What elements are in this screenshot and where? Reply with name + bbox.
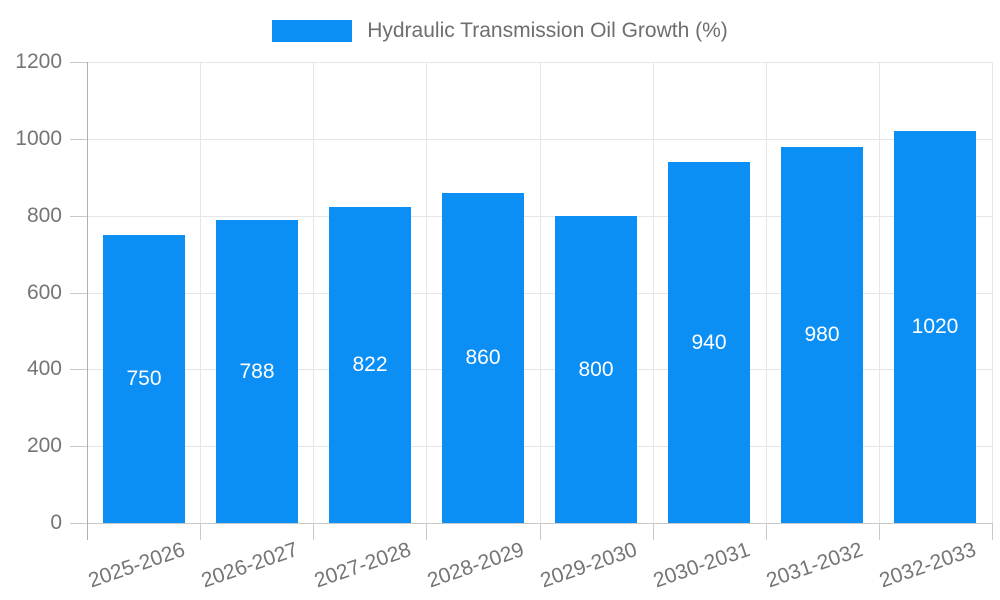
gridline-horizontal bbox=[87, 216, 992, 217]
x-axis-tick bbox=[766, 523, 767, 540]
y-axis-tick bbox=[70, 62, 87, 63]
x-axis-tick bbox=[653, 523, 654, 540]
x-axis-tick bbox=[540, 523, 541, 540]
bar-value-label: 788 bbox=[239, 359, 275, 383]
y-axis-label: 800 bbox=[26, 204, 62, 227]
x-axis-label-text: 2030-2031 bbox=[650, 538, 753, 593]
bar-value-label: 822 bbox=[352, 353, 388, 376]
x-axis-label-text: 2029-2030 bbox=[537, 538, 640, 593]
legend-label: Hydraulic Transmission Oil Growth (%) bbox=[367, 19, 728, 42]
gridline-horizontal bbox=[87, 293, 992, 294]
gridline-vertical bbox=[313, 62, 314, 523]
gridline-vertical bbox=[992, 62, 993, 523]
y-axis-line bbox=[87, 62, 88, 540]
bar[interactable]: 800 bbox=[555, 216, 637, 523]
gridline-vertical bbox=[653, 62, 654, 523]
y-axis-label: 400 bbox=[26, 357, 62, 380]
x-axis-label-text: 2031-2032 bbox=[763, 538, 866, 593]
gridline-vertical bbox=[766, 62, 767, 523]
y-axis-label: 1200 bbox=[15, 50, 62, 73]
x-axis-label-text: 2026-2027 bbox=[198, 538, 301, 593]
x-axis-tick bbox=[313, 523, 314, 540]
gridline-vertical bbox=[200, 62, 201, 523]
bar[interactable]: 750 bbox=[103, 235, 185, 523]
bar[interactable]: 1020 bbox=[894, 131, 976, 523]
legend-item[interactable]: Hydraulic Transmission Oil Growth (%) bbox=[0, 19, 1000, 43]
x-axis-tick bbox=[200, 523, 201, 540]
gridline-horizontal bbox=[87, 369, 992, 370]
bar[interactable]: 940 bbox=[668, 162, 750, 523]
bar-value-label: 1020 bbox=[911, 315, 959, 338]
y-axis-tick bbox=[70, 446, 87, 447]
gridline-horizontal bbox=[87, 62, 992, 63]
y-axis-label: 1000 bbox=[15, 127, 62, 150]
y-axis-tick bbox=[70, 139, 87, 140]
gridline-vertical bbox=[879, 62, 880, 523]
y-axis-tick bbox=[70, 523, 87, 524]
bar-value-label: 860 bbox=[465, 346, 501, 369]
y-axis-label: 600 bbox=[26, 281, 62, 304]
bar-value-label: 750 bbox=[126, 367, 162, 390]
gridline-horizontal bbox=[87, 139, 992, 140]
x-axis-label-text: 2028-2029 bbox=[424, 538, 527, 593]
x-axis-tick bbox=[426, 523, 427, 540]
y-axis-tick bbox=[70, 293, 87, 294]
y-axis-label: 0 bbox=[50, 511, 62, 534]
gridline-vertical bbox=[426, 62, 427, 523]
bar-value-label: 800 bbox=[578, 357, 614, 381]
gridline-horizontal bbox=[87, 446, 992, 447]
x-axis-label-text: 2027-2028 bbox=[311, 538, 414, 593]
legend-swatch bbox=[272, 20, 353, 42]
bar-value-label: 940 bbox=[691, 330, 727, 354]
y-axis-tick bbox=[70, 216, 87, 217]
x-axis-label-text: 2025-2026 bbox=[85, 538, 188, 593]
bar-value-label: 980 bbox=[804, 323, 840, 346]
bar[interactable]: 980 bbox=[781, 147, 863, 523]
y-axis-label: 200 bbox=[26, 434, 62, 457]
x-axis-label-text: 2032-2033 bbox=[876, 538, 979, 593]
bar[interactable]: 822 bbox=[329, 207, 411, 523]
bar[interactable]: 788 bbox=[216, 220, 298, 523]
x-axis-baseline bbox=[87, 523, 992, 524]
gridline-vertical bbox=[540, 62, 541, 523]
x-axis-tick bbox=[879, 523, 880, 540]
x-axis-tick bbox=[992, 523, 993, 540]
y-axis-tick bbox=[70, 369, 87, 370]
bar[interactable]: 860 bbox=[442, 193, 524, 523]
